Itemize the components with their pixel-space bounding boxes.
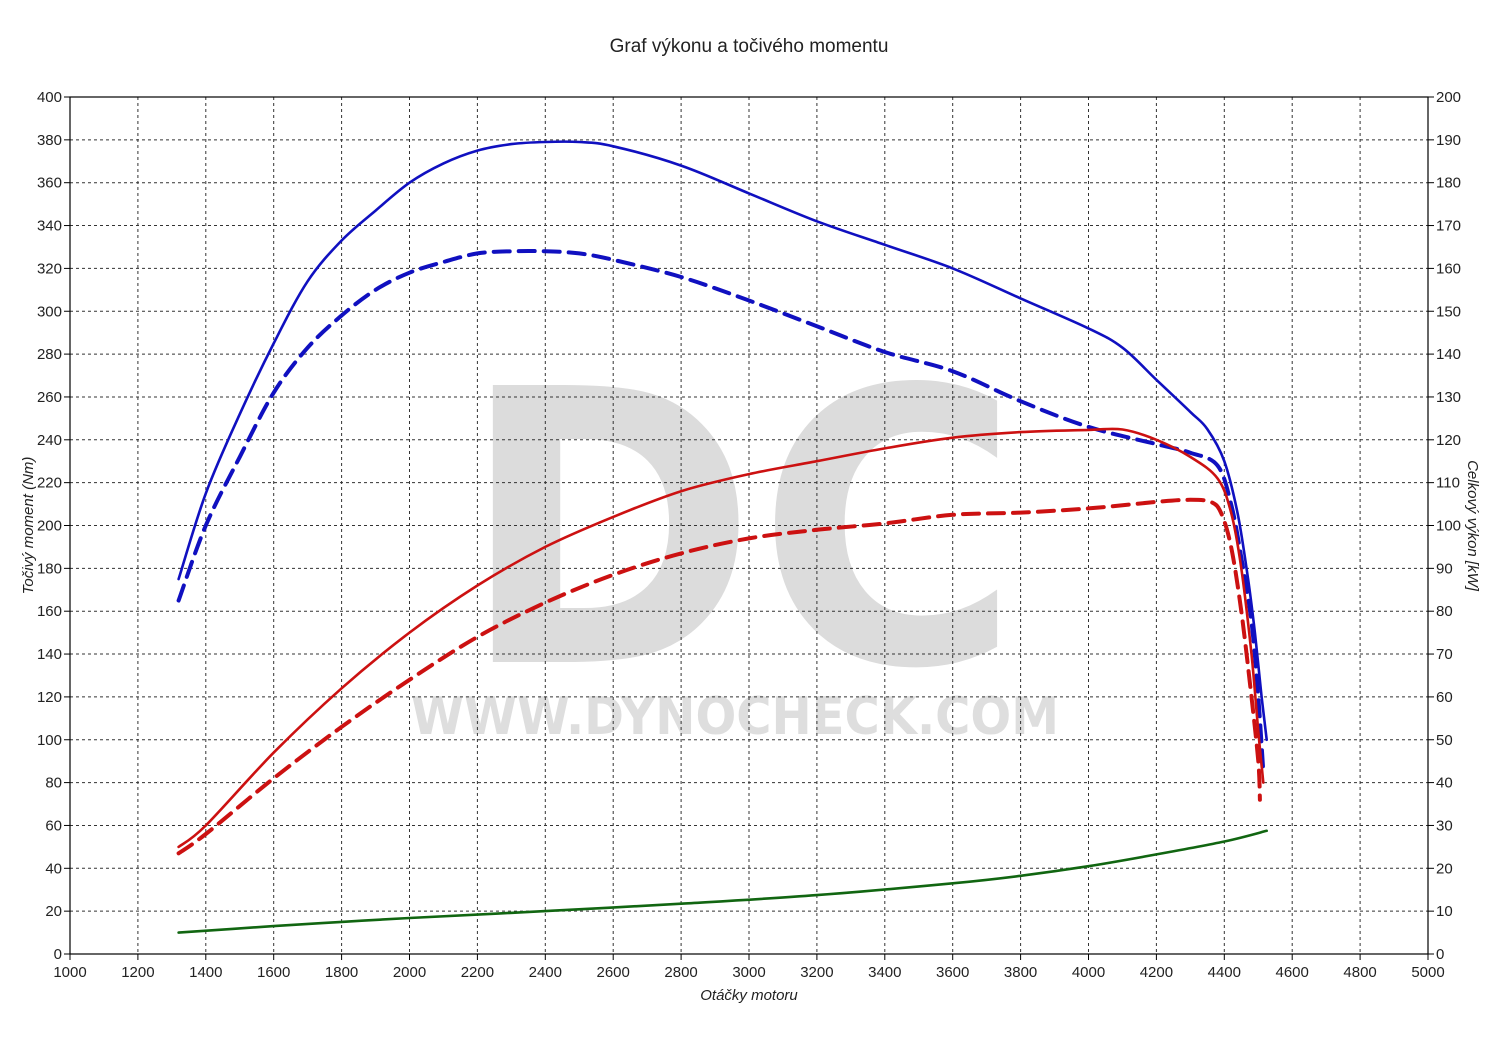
y-right-tick-label: 180 [1436,175,1461,192]
x-axis-title: Otáčky motoru [700,987,798,1004]
y-right-tick-label: 120 [1436,432,1461,449]
y-left-tick-label: 100 [37,732,62,749]
y-left-tick-label: 60 [45,817,62,834]
x-tick-label: 4200 [1140,964,1173,981]
y-left-tick-label: 200 [37,518,62,535]
y-left-tick-label: 220 [37,475,62,492]
y-right-tick-label: 170 [1436,218,1461,235]
watermark-letters: DC [460,309,1020,752]
x-tick-label: 2000 [393,964,426,981]
x-tick-label: 1400 [189,964,222,981]
power-tuned-line [177,427,1265,849]
y-right-tick-label: 200 [1436,89,1461,106]
x-tick-label: 3000 [732,964,765,981]
y-right-tick-label: 30 [1436,817,1453,834]
y-right-tick-label: 100 [1436,518,1461,535]
y-left-tick-label: 380 [37,132,62,149]
y-left-tick-label: 140 [37,646,62,663]
x-tick-label: 1000 [53,964,86,981]
y-left-tick-label: 40 [45,860,62,877]
y-right-tick-label: 90 [1436,560,1453,577]
y-left-tick-label: 120 [37,689,62,706]
y-right-tick-label: 40 [1436,775,1453,792]
y-left-tick-label: 180 [37,560,62,577]
y-right-tick-label: 60 [1436,689,1453,706]
y-left-tick-label: 260 [37,389,62,406]
x-tick-label: 2800 [664,964,697,981]
y-right-tick-label: 0 [1436,946,1444,963]
y-right-tick-label: 110 [1436,475,1460,492]
y-left-tick-label: 300 [37,303,62,320]
chart-title: Graf výkonu a točivého momentu [610,36,889,57]
y-right-tick-label: 50 [1436,732,1453,749]
y-left-tick-label: 400 [37,89,62,106]
y-left-axis-title: Točivý moment (Nm) [20,457,37,595]
x-tick-label: 1600 [257,964,290,981]
grid [70,97,1428,954]
y-left-tick-label: 160 [37,603,62,620]
power-stock-line [176,497,1262,856]
x-tick-label: 4800 [1343,964,1376,981]
x-tick-label: 2400 [529,964,562,981]
x-tick-label: 2200 [461,964,494,981]
y-right-tick-label: 130 [1436,389,1461,406]
x-tick-label: 3800 [1004,964,1037,981]
y-right-tick-label: 70 [1436,646,1453,663]
y-right-tick-label: 20 [1436,860,1453,877]
x-tick-label: 3400 [868,964,901,981]
x-tick-label: 4600 [1276,964,1309,981]
torque-tuned-line [177,140,1268,742]
torque-stock-line [176,249,1266,774]
x-tick-label: 4400 [1208,964,1241,981]
x-tick-label: 3200 [800,964,833,981]
y-right-tick-label: 140 [1436,346,1461,363]
x-tick-label: 5000 [1411,964,1444,981]
loss-line [177,829,1268,934]
axis-ticks: 1000 1200 1400 1600 1800 2000 2200 2400 2600 2800… [37,89,1461,981]
y-left-tick-label: 20 [45,903,62,920]
series-group [176,140,1268,934]
y-left-tick-label: 280 [37,346,62,363]
y-left-tick-label: 360 [37,175,62,192]
x-tick-label: 2600 [597,964,630,981]
y-left-tick-label: 240 [37,432,62,449]
y-right-tick-label: 80 [1436,603,1453,620]
watermark-url: WWW.DYNOCHECK.COM [411,687,1059,747]
y-right-tick-label: 150 [1436,303,1461,320]
x-tick-label: 3600 [936,964,969,981]
y-right-axis-title: Celkový výkon [kW] [1464,460,1481,592]
y-right-tick-label: 190 [1436,132,1461,149]
y-left-tick-label: 0 [54,946,62,963]
x-tick-label: 1800 [325,964,358,981]
x-tick-label: 4000 [1072,964,1105,981]
y-left-tick-label: 340 [37,218,62,235]
x-tick-label: 1200 [121,964,154,981]
y-left-tick-label: 320 [37,260,62,277]
y-right-tick-label: 10 [1436,903,1453,920]
y-left-tick-label: 80 [45,775,62,792]
y-right-tick-label: 160 [1436,260,1461,277]
watermark: DC WWW.DYNOCHECK.COM [411,309,1059,752]
